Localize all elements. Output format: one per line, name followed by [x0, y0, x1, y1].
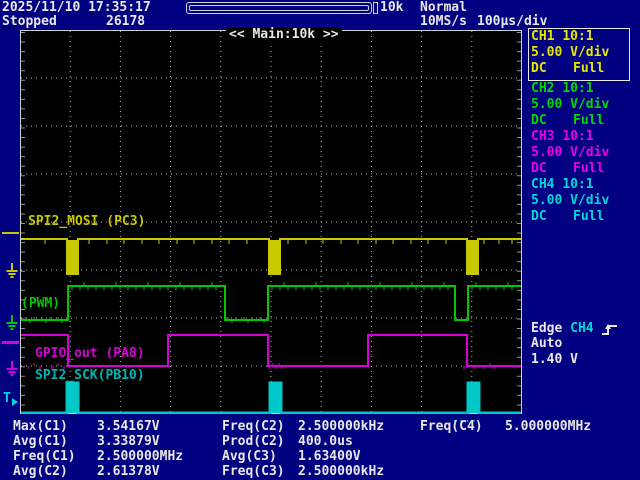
meas-value: 1.63400V [298, 449, 361, 464]
ch2-bandwidth: Full [573, 113, 605, 128]
wave-label-ch3: GPIO_out (PA8) [35, 346, 145, 361]
ch2-probe: 10:1 [562, 81, 594, 96]
trace-CH2 (PWM) [21, 285, 521, 321]
ch4-probe: 10:1 [562, 177, 594, 192]
ch1-coupling: DC [531, 61, 547, 76]
meas-label: Prod(C2) [222, 434, 285, 449]
meas-value: 400.0us [298, 434, 353, 449]
acquisition-bar-endcap-icon [373, 2, 378, 14]
acquisition-memory-bar-fill [189, 5, 369, 11]
trace-CH1 SPI2_MOSI (PC3) [21, 238, 521, 275]
ch3-scale: 5.00 V/div [531, 145, 610, 160]
ch2-name: CH2 [531, 81, 555, 96]
trace-CH3 GPIO_out (PA8) [21, 334, 521, 367]
meas-value: 3.54167V [97, 419, 160, 434]
rising-edge-icon [602, 323, 618, 335]
ch3-bandwidth: Full [573, 161, 605, 176]
ch3-probe: 10:1 [562, 129, 594, 144]
ch1-position-marker[interactable] [2, 232, 19, 234]
ch3-name: CH3 [531, 129, 555, 144]
trace-CH4 SPI2_SCK (PB10) [21, 381, 521, 414]
trigger-sweep-mode: Auto [531, 336, 563, 351]
meas-label: Freq(C1) [13, 449, 76, 464]
wave-label-ch1: SPI2_MOSI (PC3) [28, 214, 146, 229]
meas-value: 2.500000MHz [97, 449, 184, 464]
trigger-type: Edge [531, 321, 563, 336]
ch4-scale: 5.00 V/div [531, 193, 610, 208]
ch1-selected-box [528, 28, 630, 81]
ch3-ground-icon [6, 361, 18, 376]
channel-info-ch3[interactable]: CH3 10:1 5.00 V/div DC Full [531, 130, 631, 178]
waveform-svg [20, 30, 522, 414]
sample-rate[interactable]: 10MS/s [420, 14, 467, 29]
ch1-ground-icon [6, 263, 18, 278]
channel-info-ch2[interactable]: CH2 10:1 5.00 V/div DC Full [531, 82, 631, 130]
meas-label: Freq(C2) [222, 419, 285, 434]
meas-value: 2.500000kHz [298, 419, 385, 434]
ch4-bandwidth: Full [573, 209, 605, 224]
meas-label: Max(C1) [13, 419, 68, 434]
ch3-coupling: DC [531, 161, 547, 176]
ch1-probe: 10:1 [562, 29, 594, 44]
trigger-level: 1.40 V [531, 352, 578, 367]
trigger-mode[interactable]: Normal [420, 0, 467, 15]
run-state[interactable]: Stopped [2, 14, 57, 29]
acquisition-memory-bar-icon [186, 2, 372, 14]
meas-label: Freq(C3) [222, 464, 285, 479]
ch3-position-marker[interactable] [2, 341, 19, 344]
datetime: 2025/11/10 17:35:17 [2, 0, 151, 15]
ch2-ground-icon [6, 315, 18, 330]
ch2-scale: 5.00 V/div [531, 97, 610, 112]
meas-label: Avg(C1) [13, 434, 68, 449]
trigger-info[interactable]: Edge CH4 Auto 1.40 V [531, 321, 618, 369]
meas-value: 2.500000kHz [298, 464, 385, 479]
meas-label: Freq(C4) [420, 419, 483, 434]
time-per-div[interactable]: 100µs/div [477, 14, 548, 29]
wave-label-ch2: (PWM) [21, 296, 61, 311]
main-zoom-label[interactable]: << Main:10k >> [226, 28, 342, 42]
trigger-position-dots: ···· [452, 417, 478, 427]
wave-label-ch4: SPI2_SCK(PB10) [35, 368, 145, 383]
ch4-name: CH4 [531, 177, 555, 192]
meas-label: Avg(C2) [13, 464, 68, 479]
meas-value: 3.33879V [97, 434, 160, 449]
trigger-level-marker-icon[interactable]: T [3, 392, 18, 406]
ch4-coupling: DC [531, 209, 547, 224]
waveform-display: << Main:10k >> SPI2_MOSI (PC3) (PWM) GPI… [20, 28, 522, 414]
ch1-bandwidth: Full [573, 61, 605, 76]
acquisition-count: 26178 [106, 14, 146, 29]
ch1-scale: 5.00 V/div [531, 45, 610, 60]
channel-info-ch1[interactable]: CH1 10:1 5.00 V/div DC Full [531, 30, 631, 78]
meas-value: 2.61378V [97, 464, 160, 479]
channel-info-ch4[interactable]: CH4 10:1 5.00 V/div DC Full [531, 178, 631, 226]
ch2-coupling: DC [531, 113, 547, 128]
trigger-source: CH4 [570, 321, 594, 336]
meas-value: 5.000000MHz [505, 419, 592, 434]
meas-label: Avg(C3) [222, 449, 277, 464]
ch1-name: CH1 [531, 29, 555, 44]
record-length: 10k [380, 0, 404, 15]
